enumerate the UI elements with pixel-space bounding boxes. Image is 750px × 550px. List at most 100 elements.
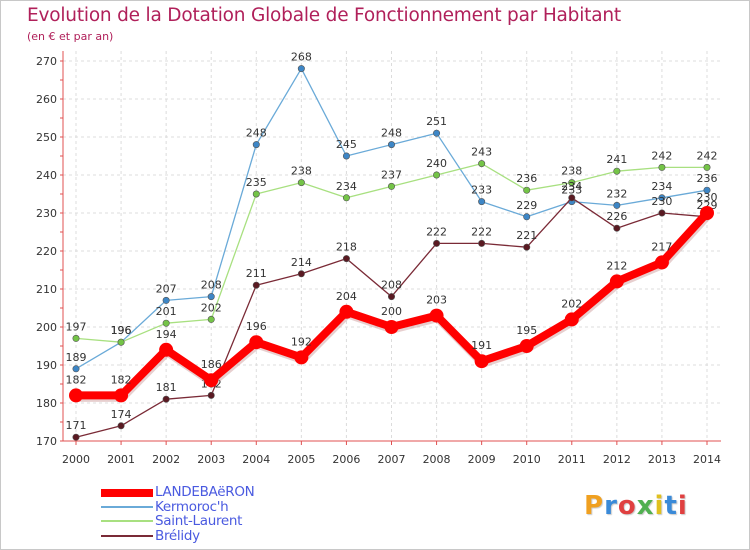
data-point <box>564 312 579 327</box>
data-point <box>117 338 125 346</box>
x-tick-label: 2011 <box>558 453 586 466</box>
data-label: 238 <box>561 165 582 178</box>
data-label: 189 <box>66 351 87 364</box>
data-point <box>342 152 350 160</box>
data-point <box>114 388 129 403</box>
data-point <box>207 315 215 323</box>
data-point <box>387 293 395 301</box>
data-point <box>478 198 486 206</box>
logo-letter: P <box>584 491 605 521</box>
y-tick-label: 250 <box>36 131 57 144</box>
data-label: 242 <box>697 149 718 162</box>
data-point <box>387 182 395 190</box>
data-point <box>252 281 260 289</box>
data-label: 237 <box>381 168 402 181</box>
data-label: 196 <box>246 320 267 333</box>
data-point <box>523 243 531 251</box>
data-label: 230 <box>697 191 718 204</box>
data-label: 203 <box>426 294 447 307</box>
x-tick-label: 2001 <box>107 453 135 466</box>
data-label: 208 <box>381 279 402 292</box>
x-tick-label: 2010 <box>513 453 541 466</box>
x-tick-label: 2009 <box>468 453 496 466</box>
y-tick-label: 170 <box>36 435 57 448</box>
data-point <box>297 270 305 278</box>
data-label: 200 <box>381 305 402 318</box>
data-label: 222 <box>426 225 447 238</box>
legend-swatch <box>101 489 153 497</box>
data-point <box>69 388 83 403</box>
y-tick-label: 190 <box>36 359 57 372</box>
legend-item-saint-laurent: Saint-Laurent <box>101 513 421 529</box>
data-point <box>207 391 215 399</box>
data-label: 212 <box>606 259 627 272</box>
x-tick-label: 2005 <box>287 453 315 466</box>
data-point <box>658 194 666 202</box>
data-label: 236 <box>516 172 537 185</box>
data-point <box>523 213 531 221</box>
data-label: 241 <box>606 153 627 166</box>
logo-letter: i <box>654 491 665 521</box>
data-point <box>207 293 215 301</box>
legend-label: LANDEBAëRON <box>155 484 255 500</box>
data-point <box>297 65 305 73</box>
data-point <box>72 365 80 373</box>
data-label: 196 <box>111 324 132 337</box>
data-label: 268 <box>291 51 312 64</box>
data-label: 204 <box>336 290 357 303</box>
data-point <box>613 167 621 175</box>
data-label: 207 <box>156 282 177 295</box>
logo-letter: t <box>664 491 678 521</box>
data-label: 251 <box>426 115 447 128</box>
data-point <box>478 239 486 247</box>
data-point <box>568 194 576 202</box>
data-point <box>613 201 621 209</box>
data-label: 191 <box>471 339 492 352</box>
data-point <box>72 334 80 342</box>
x-tick-label: 2003 <box>197 453 225 466</box>
chart-title: Evolution de la Dotation Globale de Fonc… <box>27 5 621 26</box>
data-label: 221 <box>516 229 537 242</box>
data-point <box>117 422 125 430</box>
data-label: 194 <box>156 328 177 341</box>
x-tick-label: 2012 <box>603 453 631 466</box>
data-point <box>252 141 260 149</box>
data-point <box>162 395 170 403</box>
x-tick-label: 2013 <box>648 453 676 466</box>
chart-subtitle: (en € et par an) <box>27 30 114 43</box>
y-tick-label: 200 <box>36 321 57 334</box>
y-tick-label: 240 <box>36 169 57 182</box>
legend-item-brelidy: Brélidy <box>101 527 421 544</box>
data-label: 245 <box>336 138 357 151</box>
data-point <box>613 224 621 232</box>
data-point <box>519 339 534 353</box>
data-label: 248 <box>246 127 267 140</box>
data-label: 235 <box>246 176 267 189</box>
data-label: 182 <box>66 373 87 386</box>
data-label: 230 <box>651 195 672 208</box>
data-point <box>342 194 350 202</box>
data-label: 238 <box>291 165 312 178</box>
data-label: 217 <box>651 240 672 253</box>
data-point <box>252 190 260 198</box>
logo-letter: x <box>636 491 655 521</box>
legend-label: Brélidy <box>155 527 200 544</box>
data-label: 234 <box>651 180 672 193</box>
data-label: 240 <box>426 157 447 170</box>
data-label: 211 <box>246 267 267 280</box>
legend-label: Kermoroc'h <box>155 498 229 515</box>
data-point <box>474 354 489 369</box>
legend-item-landebaeron: LANDEBAëRON <box>101 484 421 500</box>
data-label: 233 <box>561 184 582 197</box>
data-point <box>658 209 666 217</box>
data-label: 222 <box>471 225 492 238</box>
x-tick-label: 2007 <box>378 453 406 466</box>
data-point <box>342 255 350 263</box>
x-tick-label: 2014 <box>693 453 721 466</box>
data-point <box>159 342 174 357</box>
data-point <box>523 186 531 194</box>
data-label: 171 <box>66 419 87 432</box>
legend: LANDEBAëRON Kermoroc'h Saint-Laurent Bré… <box>101 484 421 544</box>
data-point <box>703 186 711 194</box>
